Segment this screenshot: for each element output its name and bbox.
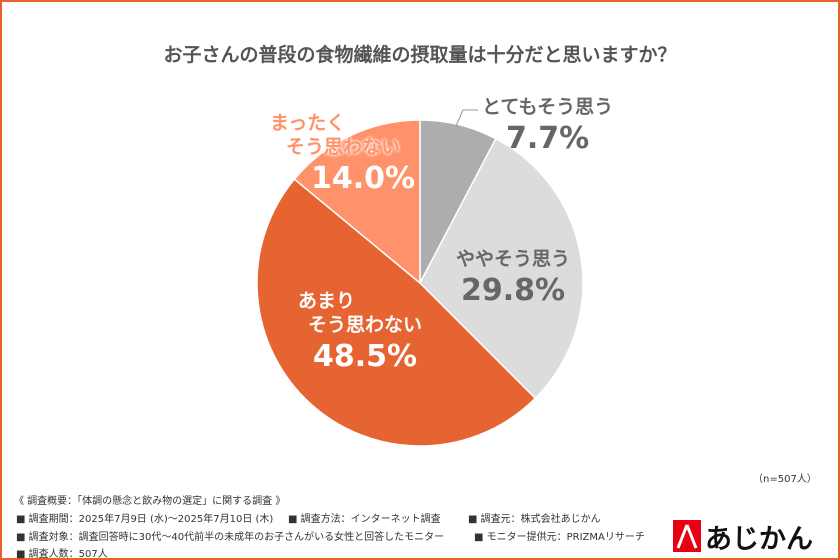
- pie-slice-1: [419, 137, 584, 400]
- slice-value: 14.0%: [310, 160, 416, 196]
- label-slice-2: あまり そう思わない 48.5%: [290, 290, 440, 375]
- slice-label: まったく: [270, 112, 346, 134]
- slice-label: あまり: [298, 290, 356, 312]
- pie-slice-3: [293, 119, 421, 285]
- notes-count: ■ 調査人数：507人: [16, 549, 108, 560]
- pie-slice-2: [256, 178, 537, 447]
- slice-value: 7.7%: [505, 120, 590, 156]
- slice-label: ややそう思う: [455, 248, 570, 270]
- slice-label: とてもそう思う: [482, 96, 614, 118]
- notes-period: ■ 調査期間：2025年7月9日 (水)～2025年7月10日 (木): [16, 514, 274, 525]
- slice-label: そう思わない: [285, 135, 400, 158]
- notes-method: ■ 調査方法：インターネット調査: [288, 514, 441, 525]
- notes-heading: 《 調査概要：「体調の懸念と飲み物の選定」に関する調査 》: [14, 496, 286, 507]
- leader-line: [455, 109, 478, 127]
- slice-value: 48.5%: [312, 338, 418, 374]
- sample-size: （n=507人）: [753, 474, 817, 485]
- slice-label: そう思わない: [307, 313, 422, 336]
- notes-provider: ■ モニター提供元：PRIZMAリサーチ: [474, 532, 645, 543]
- notes-source: ■ 調査元：株式会社あじかん: [468, 514, 601, 525]
- svg-text:あじかん: あじかん: [705, 524, 813, 553]
- notes-target: ■ 調査対象：調査回答時に30代～40代前半の未成年のお子さんがいる女性と回答し…: [16, 532, 445, 543]
- slice-value: 29.8%: [460, 272, 566, 308]
- label-slice-1: ややそう思う 29.8%: [438, 248, 588, 309]
- company-logo: あじかん: [673, 519, 833, 553]
- label-slice-3: まったく そう思わない 14.0%: [268, 112, 418, 197]
- chart-title: お子さんの普段の食物繊維の摂取量は十分だと思いますか？: [163, 44, 677, 66]
- label-slice-0: とてもそう思う 7.7%: [482, 96, 613, 157]
